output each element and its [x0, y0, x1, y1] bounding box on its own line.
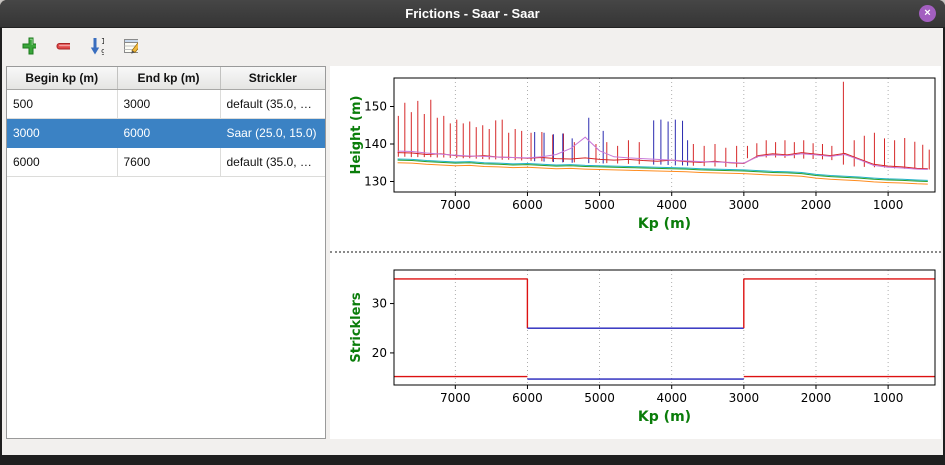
toolbar: 1 9 — [2, 28, 943, 64]
svg-text:3000: 3000 — [729, 391, 760, 405]
charts-panel: 7000 6000 5000 4000 3000 2000 1000 130 140 150 Kp … — [330, 66, 941, 439]
add-friction-button[interactable] — [14, 33, 42, 59]
svg-text:1000: 1000 — [873, 391, 904, 405]
column-header[interactable]: End kp (m) — [117, 67, 221, 90]
main-content: Begin kp (m) End kp (m) Strickler 500 3000 d… — [6, 66, 941, 439]
sort-numeric-icon: 1 9 — [90, 37, 104, 57]
column-header[interactable]: Begin kp (m) — [7, 67, 118, 90]
titlebar[interactable]: Frictions - Saar - Saar × — [0, 0, 945, 28]
svg-text:5000: 5000 — [584, 198, 615, 212]
svg-text:2000: 2000 — [801, 391, 832, 405]
table-cell-strickler[interactable]: default (35.0, … — [220, 89, 325, 119]
svg-text:20: 20 — [372, 346, 387, 360]
table-cell-end[interactable]: 7600 — [117, 147, 221, 177]
svg-text:130: 130 — [364, 175, 387, 189]
svg-text:Stricklers: Stricklers — [349, 293, 364, 363]
column-header[interactable]: Strickler — [220, 67, 325, 90]
window-title: Frictions - Saar - Saar — [405, 6, 540, 21]
svg-text:Kp (m): Kp (m) — [638, 409, 691, 425]
table-cell-begin[interactable]: 500 — [7, 89, 118, 119]
svg-text:4000: 4000 — [656, 198, 687, 212]
svg-text:5000: 5000 — [584, 391, 615, 405]
table-cell-strickler[interactable]: Saar (25.0, 15.0) — [220, 118, 325, 148]
table-row[interactable]: 500 3000 default (35.0, … — [7, 89, 325, 119]
chart-splitter[interactable] — [330, 250, 941, 259]
svg-text:6000: 6000 — [512, 198, 543, 212]
plus-icon — [22, 37, 36, 55]
edit-button[interactable] — [116, 33, 144, 59]
svg-text:3000: 3000 — [729, 198, 760, 212]
close-icon: × — [924, 7, 931, 19]
table-row[interactable]: 3000 6000 Saar (25.0, 15.0) — [7, 118, 325, 148]
remove-friction-button[interactable] — [48, 33, 76, 59]
svg-text:7000: 7000 — [440, 198, 471, 212]
svg-text:2000: 2000 — [801, 198, 832, 212]
close-button[interactable]: × — [919, 5, 936, 22]
sort-button[interactable]: 1 9 — [82, 33, 110, 59]
edit-pencil-icon — [124, 39, 138, 54]
svg-text:Kp (m): Kp (m) — [638, 216, 691, 232]
svg-text:6000: 6000 — [512, 391, 543, 405]
frictions-table-panel: Begin kp (m) End kp (m) Strickler 500 3000 d… — [6, 66, 326, 439]
table-cell-begin[interactable]: 3000 — [7, 118, 118, 148]
table-cell-end[interactable]: 6000 — [117, 118, 221, 148]
svg-text:Height (m): Height (m) — [349, 96, 364, 175]
svg-text:1000: 1000 — [873, 198, 904, 212]
svg-text:9: 9 — [101, 48, 104, 57]
svg-text:1: 1 — [101, 37, 104, 46]
height-profile-chart: 7000 6000 5000 4000 3000 2000 1000 130 140 150 Kp … — [330, 66, 941, 249]
minus-icon — [56, 43, 70, 50]
table-cell-strickler[interactable]: default (35.0, … — [220, 147, 325, 177]
frictions-table: Begin kp (m) End kp (m) Strickler 500 3000 d… — [7, 67, 325, 177]
table-row[interactable]: 6000 7600 default (35.0, … — [7, 147, 325, 177]
stricklers-chart: 7000 6000 5000 4000 3000 2000 1000 20 30 Kp (m) St… — [330, 258, 941, 439]
svg-text:4000: 4000 — [656, 391, 687, 405]
window-body: 1 9 Beg — [2, 28, 943, 455]
svg-text:7000: 7000 — [440, 391, 471, 405]
table-cell-begin[interactable]: 6000 — [7, 147, 118, 177]
table-cell-end[interactable]: 3000 — [117, 89, 221, 119]
svg-text:140: 140 — [364, 137, 387, 151]
svg-text:150: 150 — [364, 100, 387, 114]
svg-text:30: 30 — [372, 297, 387, 311]
